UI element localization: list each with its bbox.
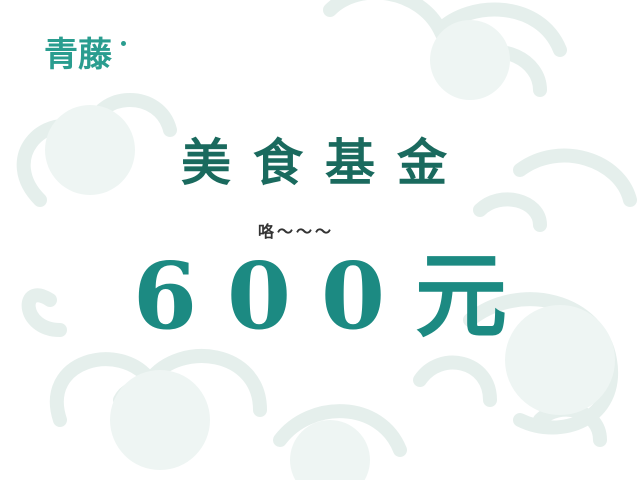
amount-value: 600元 (132, 242, 538, 350)
logo-mark-icon (121, 41, 126, 46)
brand-logo: 青藤 (44, 35, 112, 75)
sub-note: 咯～～～ (258, 222, 335, 241)
page-title: 美食基金 (181, 134, 469, 192)
